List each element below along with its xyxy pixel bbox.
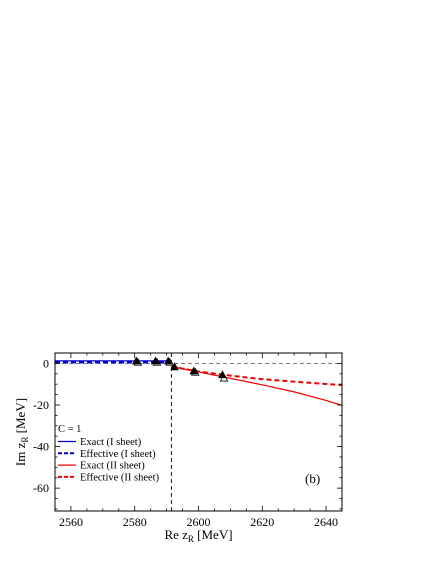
- y-tick-label: -40: [33, 440, 49, 454]
- x-tick-label: 2640: [314, 515, 338, 529]
- y-tick-label: -60: [33, 481, 49, 495]
- y-tick-label: -20: [33, 398, 49, 412]
- legend-label-4: Effective (II sheet): [80, 472, 160, 483]
- legend-label-3: Exact (II sheet): [80, 461, 145, 472]
- axes: 2560 2580 2600 2620 2640 0 -20 -40 -60 Re zR [MeV…: [13, 352, 343, 544]
- x-tick-label: 2560: [59, 515, 83, 529]
- y-tick-label: 0: [43, 356, 49, 370]
- filled-marker-2: [151, 356, 160, 365]
- legend-title: C = 1: [58, 424, 81, 435]
- plot-frame: [54, 352, 343, 512]
- filled-marker-1: [132, 356, 141, 365]
- x-tick-label: 2600: [187, 515, 211, 529]
- series-line-4: [171, 365, 342, 387]
- filled-marker-6: [218, 370, 227, 379]
- plot-area: [55, 353, 342, 511]
- legend-label-2: Effective (I sheet): [80, 449, 156, 460]
- x-axis-label: Re zR [MeV]: [164, 527, 232, 544]
- filled-marker-5: [189, 366, 198, 375]
- filled-marker-4: [170, 362, 179, 371]
- x-tick-label: 2620: [250, 515, 274, 529]
- legend-label-1: Exact (I sheet): [80, 437, 142, 448]
- x-tick-label: 2580: [123, 515, 147, 529]
- panel-label: (b): [305, 471, 320, 486]
- filled-marker-3: [163, 356, 173, 365]
- y-axis-label: Im zR [MeV]: [13, 398, 30, 466]
